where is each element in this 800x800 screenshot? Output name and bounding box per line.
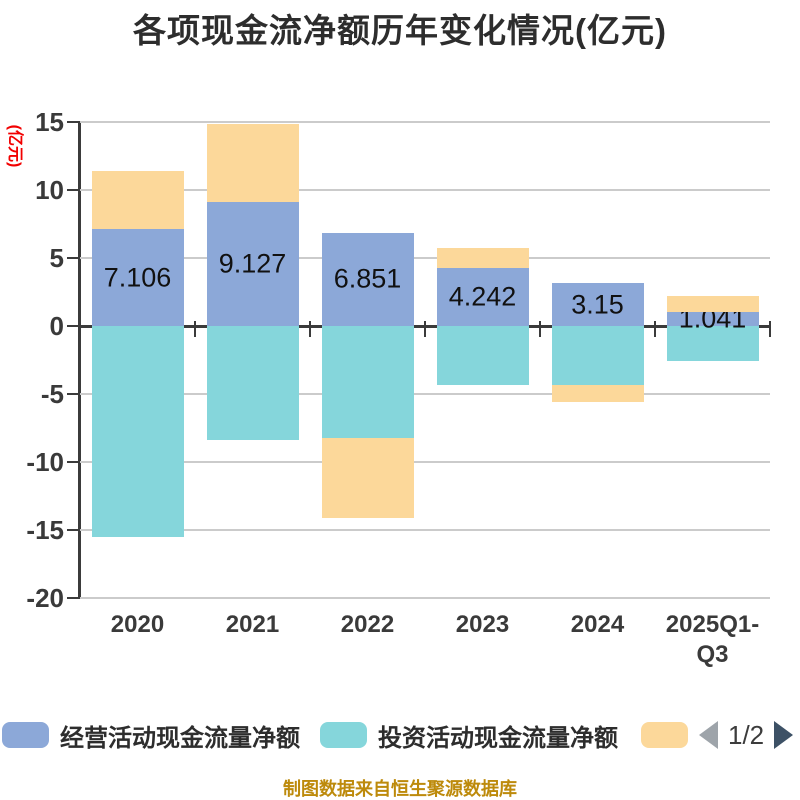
legend-item-label: 投资活动现金流量净额 [378, 724, 618, 752]
y-axis-tick [67, 393, 80, 395]
y-axis-label: 10 [35, 175, 64, 205]
x-axis-tick [424, 321, 426, 337]
bar-2020-financing[interactable] [91, 170, 184, 230]
y-axis-tick [67, 597, 80, 599]
x-axis-label: 2021 [225, 611, 280, 638]
bar-2021-investing[interactable] [206, 326, 299, 441]
bar-2020-investing[interactable] [91, 326, 184, 537]
bar-2025Q1-Q3-financing[interactable] [666, 295, 759, 312]
data-source-caption: 制图数据来自恒生聚源数据库 [283, 779, 517, 799]
gridline [80, 393, 770, 395]
y-axis-label: -10 [26, 447, 64, 477]
legend-swatch-icon [641, 722, 688, 748]
chart-title: 各项现金流净额历年变化情况(亿元) [133, 12, 667, 49]
y-axis-line [78, 122, 81, 599]
legend-item-operating[interactable]: 经营活动现金流量净额 [2, 720, 300, 752]
bar-value-label: 6.851 [333, 263, 402, 294]
bar-2022-financing[interactable] [321, 437, 414, 518]
y-axis-label: 15 [35, 107, 64, 137]
bar-2020-operating[interactable] [91, 229, 184, 326]
bar-2023-financing[interactable] [436, 247, 529, 269]
x-axis-label: 2020 [110, 611, 165, 638]
legend-pager: 1/2 [699, 719, 794, 750]
bar-2022-operating[interactable] [321, 232, 414, 326]
legend-item-investing[interactable]: 投资活动现金流量净额 [320, 720, 618, 752]
gridline [80, 597, 770, 599]
x-axis-tick [654, 321, 656, 337]
y-axis-label: 0 [49, 311, 64, 341]
legend: 经营活动现金流量净额 投资活动现金流量净额 1/2 [0, 720, 800, 752]
bar-2024-investing[interactable] [551, 326, 644, 385]
bar-2021-operating[interactable] [206, 201, 299, 326]
bar-2025Q1-Q3-investing[interactable] [666, 326, 759, 362]
y-axis-label: -20 [26, 583, 64, 613]
legend-swatch-icon [2, 722, 49, 748]
x-axis-tick [769, 321, 771, 337]
bar-value-label: 9.127 [218, 248, 287, 279]
legend-item-label: 经营活动现金流量净额 [60, 724, 300, 752]
x-axis-tick [79, 321, 81, 337]
y-axis-tick [67, 257, 80, 259]
bar-2023-investing[interactable] [436, 326, 529, 385]
gridline [80, 461, 770, 463]
gridline [80, 189, 770, 191]
y-axis-tick [67, 121, 80, 123]
bar-2023-operating[interactable] [436, 268, 529, 326]
legend-swatch-icon [320, 722, 367, 748]
bar-value-label: 3.15 [571, 289, 624, 320]
legend-pager-prev-icon[interactable] [699, 721, 718, 749]
x-axis-label: 2023 [455, 611, 510, 638]
y-axis-tick [67, 461, 80, 463]
bar-2021-financing[interactable] [206, 124, 299, 202]
legend-pager-label: 1/2 [728, 719, 765, 750]
y-axis-tick [67, 325, 80, 327]
x-axis-label: 2024 [570, 611, 625, 638]
gridline [80, 121, 770, 123]
gridline [80, 529, 770, 531]
y-axis-label: 5 [49, 243, 64, 273]
bar-2024-financing[interactable] [551, 384, 644, 403]
x-axis-label: 2022 [340, 611, 395, 638]
y-axis-label: -5 [40, 379, 64, 409]
x-axis-tick [539, 321, 541, 337]
legend-pager-next-icon[interactable] [774, 721, 794, 749]
x-axis-tick [309, 321, 311, 337]
legend-item-financing[interactable] [641, 720, 688, 750]
bar-2024-operating[interactable] [551, 283, 644, 326]
bar-2025Q1-Q3-operating[interactable] [666, 311, 759, 326]
bar-value-label: 4.242 [448, 281, 517, 312]
bar-2022-investing[interactable] [321, 326, 414, 438]
bar-value-label: 7.106 [103, 262, 172, 293]
y-axis-tick [67, 529, 80, 531]
y-axis-tick [67, 189, 80, 191]
x-axis-tick [194, 321, 196, 337]
x-axis-label: 2025Q1-Q3 [665, 611, 760, 668]
y-axis-label: -15 [26, 515, 64, 545]
gridline [80, 257, 770, 259]
